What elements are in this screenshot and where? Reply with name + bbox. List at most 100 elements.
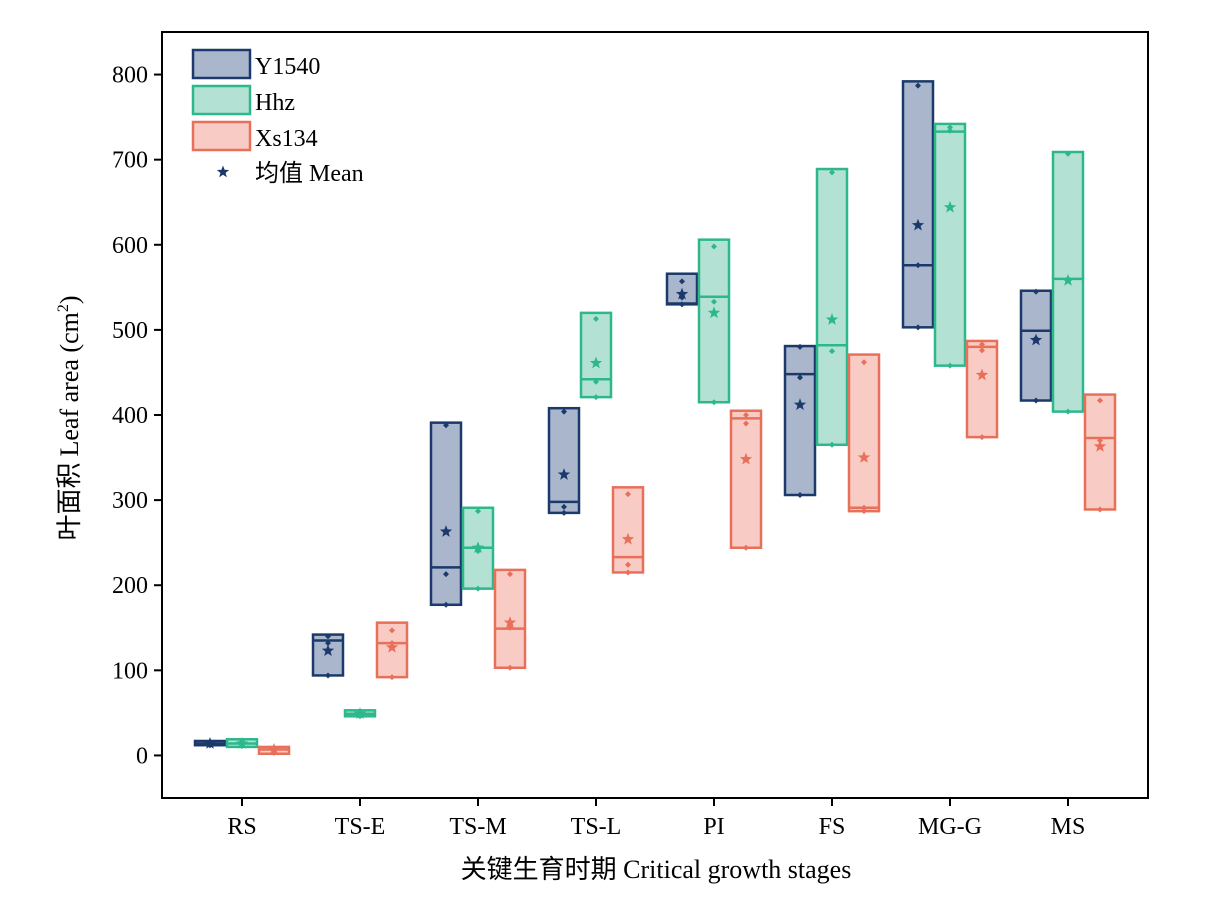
data-point <box>325 640 331 647</box>
y-tick-label: 200 <box>112 573 148 599</box>
data-point <box>711 298 717 305</box>
data-point <box>861 504 867 511</box>
box <box>965 339 999 439</box>
data-point <box>861 359 867 366</box>
y-tick-label: 100 <box>112 658 148 684</box>
y-tick-label: 0 <box>136 743 148 769</box>
mean-marker <box>707 306 721 319</box>
data-point <box>625 491 631 498</box>
mean-marker <box>857 451 871 463</box>
mean-marker <box>943 200 957 213</box>
mean-marker <box>1061 274 1075 286</box>
data-point <box>829 169 835 176</box>
data-point <box>979 434 985 441</box>
mean-marker <box>503 616 517 628</box>
y-axis-label-en: Leaf area (cm <box>55 312 84 456</box>
data-point <box>475 508 481 515</box>
legend-label: Hhz <box>255 90 295 116</box>
box <box>547 406 581 515</box>
data-point <box>443 571 449 578</box>
y-tick-label: 600 <box>112 233 148 259</box>
mean-marker <box>353 707 367 719</box>
y-tick-label: 400 <box>112 403 148 429</box>
data-point <box>979 347 985 354</box>
legend-swatch <box>191 48 252 80</box>
data-point <box>1033 288 1039 295</box>
x-tick-label: MS <box>1051 814 1086 840</box>
series-Y1540 <box>193 80 1053 749</box>
data-point <box>389 674 395 681</box>
x-tick-label: PI <box>703 814 724 840</box>
data-point <box>443 422 449 429</box>
box <box>429 421 463 607</box>
y-tick-label: 300 <box>112 488 148 514</box>
box <box>783 344 817 497</box>
x-tick-label: FS <box>819 814 846 840</box>
data-point <box>947 127 953 134</box>
data-point <box>507 664 513 671</box>
mean-marker <box>911 218 925 231</box>
box <box>1019 289 1053 402</box>
data-point <box>325 672 331 679</box>
mean-marker <box>439 525 453 537</box>
data-point <box>979 341 985 348</box>
legend: Y1540 Hhz Xs134 均值 Mean <box>191 48 364 187</box>
data-point <box>947 124 953 131</box>
series-Hhz <box>225 122 1085 750</box>
data-point <box>443 601 449 608</box>
x-tick-label: TS-L <box>571 814 622 840</box>
mean-marker <box>589 356 603 369</box>
box <box>901 80 935 329</box>
data-point <box>743 412 749 418</box>
data-point <box>797 374 803 381</box>
x-tick-label: TS-E <box>335 814 386 840</box>
data-point <box>1065 408 1071 415</box>
series-Xs134 <box>257 339 1117 756</box>
mean-marker <box>321 644 335 657</box>
data-point <box>1033 397 1039 404</box>
x-axis-label: 关键生育时期 Critical growth stages <box>461 855 852 884</box>
data-point <box>861 508 867 515</box>
mean-marker <box>825 313 839 325</box>
data-point <box>743 420 749 427</box>
mean-marker <box>793 398 807 411</box>
data-point <box>915 262 921 269</box>
data-point <box>561 503 567 510</box>
data-point <box>797 343 803 350</box>
y-tick-label: 700 <box>112 148 148 174</box>
data-point <box>797 492 803 499</box>
data-point <box>743 544 749 551</box>
legend-mean-marker <box>216 165 230 178</box>
y-tick-label: 800 <box>112 63 148 89</box>
data-point <box>915 324 921 331</box>
data-point <box>625 561 631 568</box>
y-axis-label-cn: 叶面积 <box>55 462 84 540</box>
plot-area <box>193 80 1117 756</box>
data-point <box>1097 397 1103 404</box>
data-point <box>325 633 331 640</box>
data-point <box>1065 150 1071 157</box>
data-point <box>561 408 567 415</box>
mean-marker <box>1029 333 1043 346</box>
x-tick-label: RS <box>227 814 256 840</box>
mean-marker <box>267 742 281 755</box>
box <box>611 486 645 574</box>
y-axis-label: 叶面积 Leaf area (cm2) <box>55 295 84 540</box>
data-point <box>475 585 481 592</box>
axes: 0 100 200 300 400 500 600 700 800 RS TS-E TS-M TS-L P… <box>112 31 1149 840</box>
data-point <box>947 362 953 369</box>
data-point <box>593 378 599 385</box>
mean-marker <box>739 452 753 465</box>
mean-marker <box>235 737 249 749</box>
data-point <box>679 301 685 308</box>
y-axis-label-close: ) <box>55 295 84 304</box>
mean-marker <box>975 368 989 381</box>
legend-swatch <box>191 84 252 116</box>
mean-marker <box>203 737 217 749</box>
box <box>729 409 763 550</box>
data-point <box>711 243 717 250</box>
box <box>1083 393 1117 511</box>
data-point <box>679 278 685 285</box>
